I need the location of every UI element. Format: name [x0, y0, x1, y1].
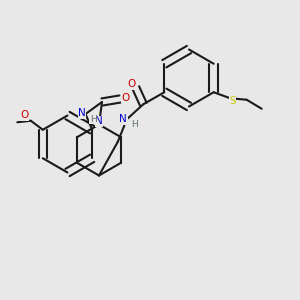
Text: O: O	[21, 110, 29, 120]
Text: N: N	[119, 114, 127, 124]
Text: S: S	[229, 96, 236, 106]
Text: H: H	[90, 115, 96, 124]
Text: O: O	[127, 79, 135, 89]
Text: N: N	[95, 116, 103, 127]
Text: N: N	[78, 108, 86, 118]
Text: H: H	[131, 120, 138, 129]
Text: O: O	[121, 92, 130, 103]
